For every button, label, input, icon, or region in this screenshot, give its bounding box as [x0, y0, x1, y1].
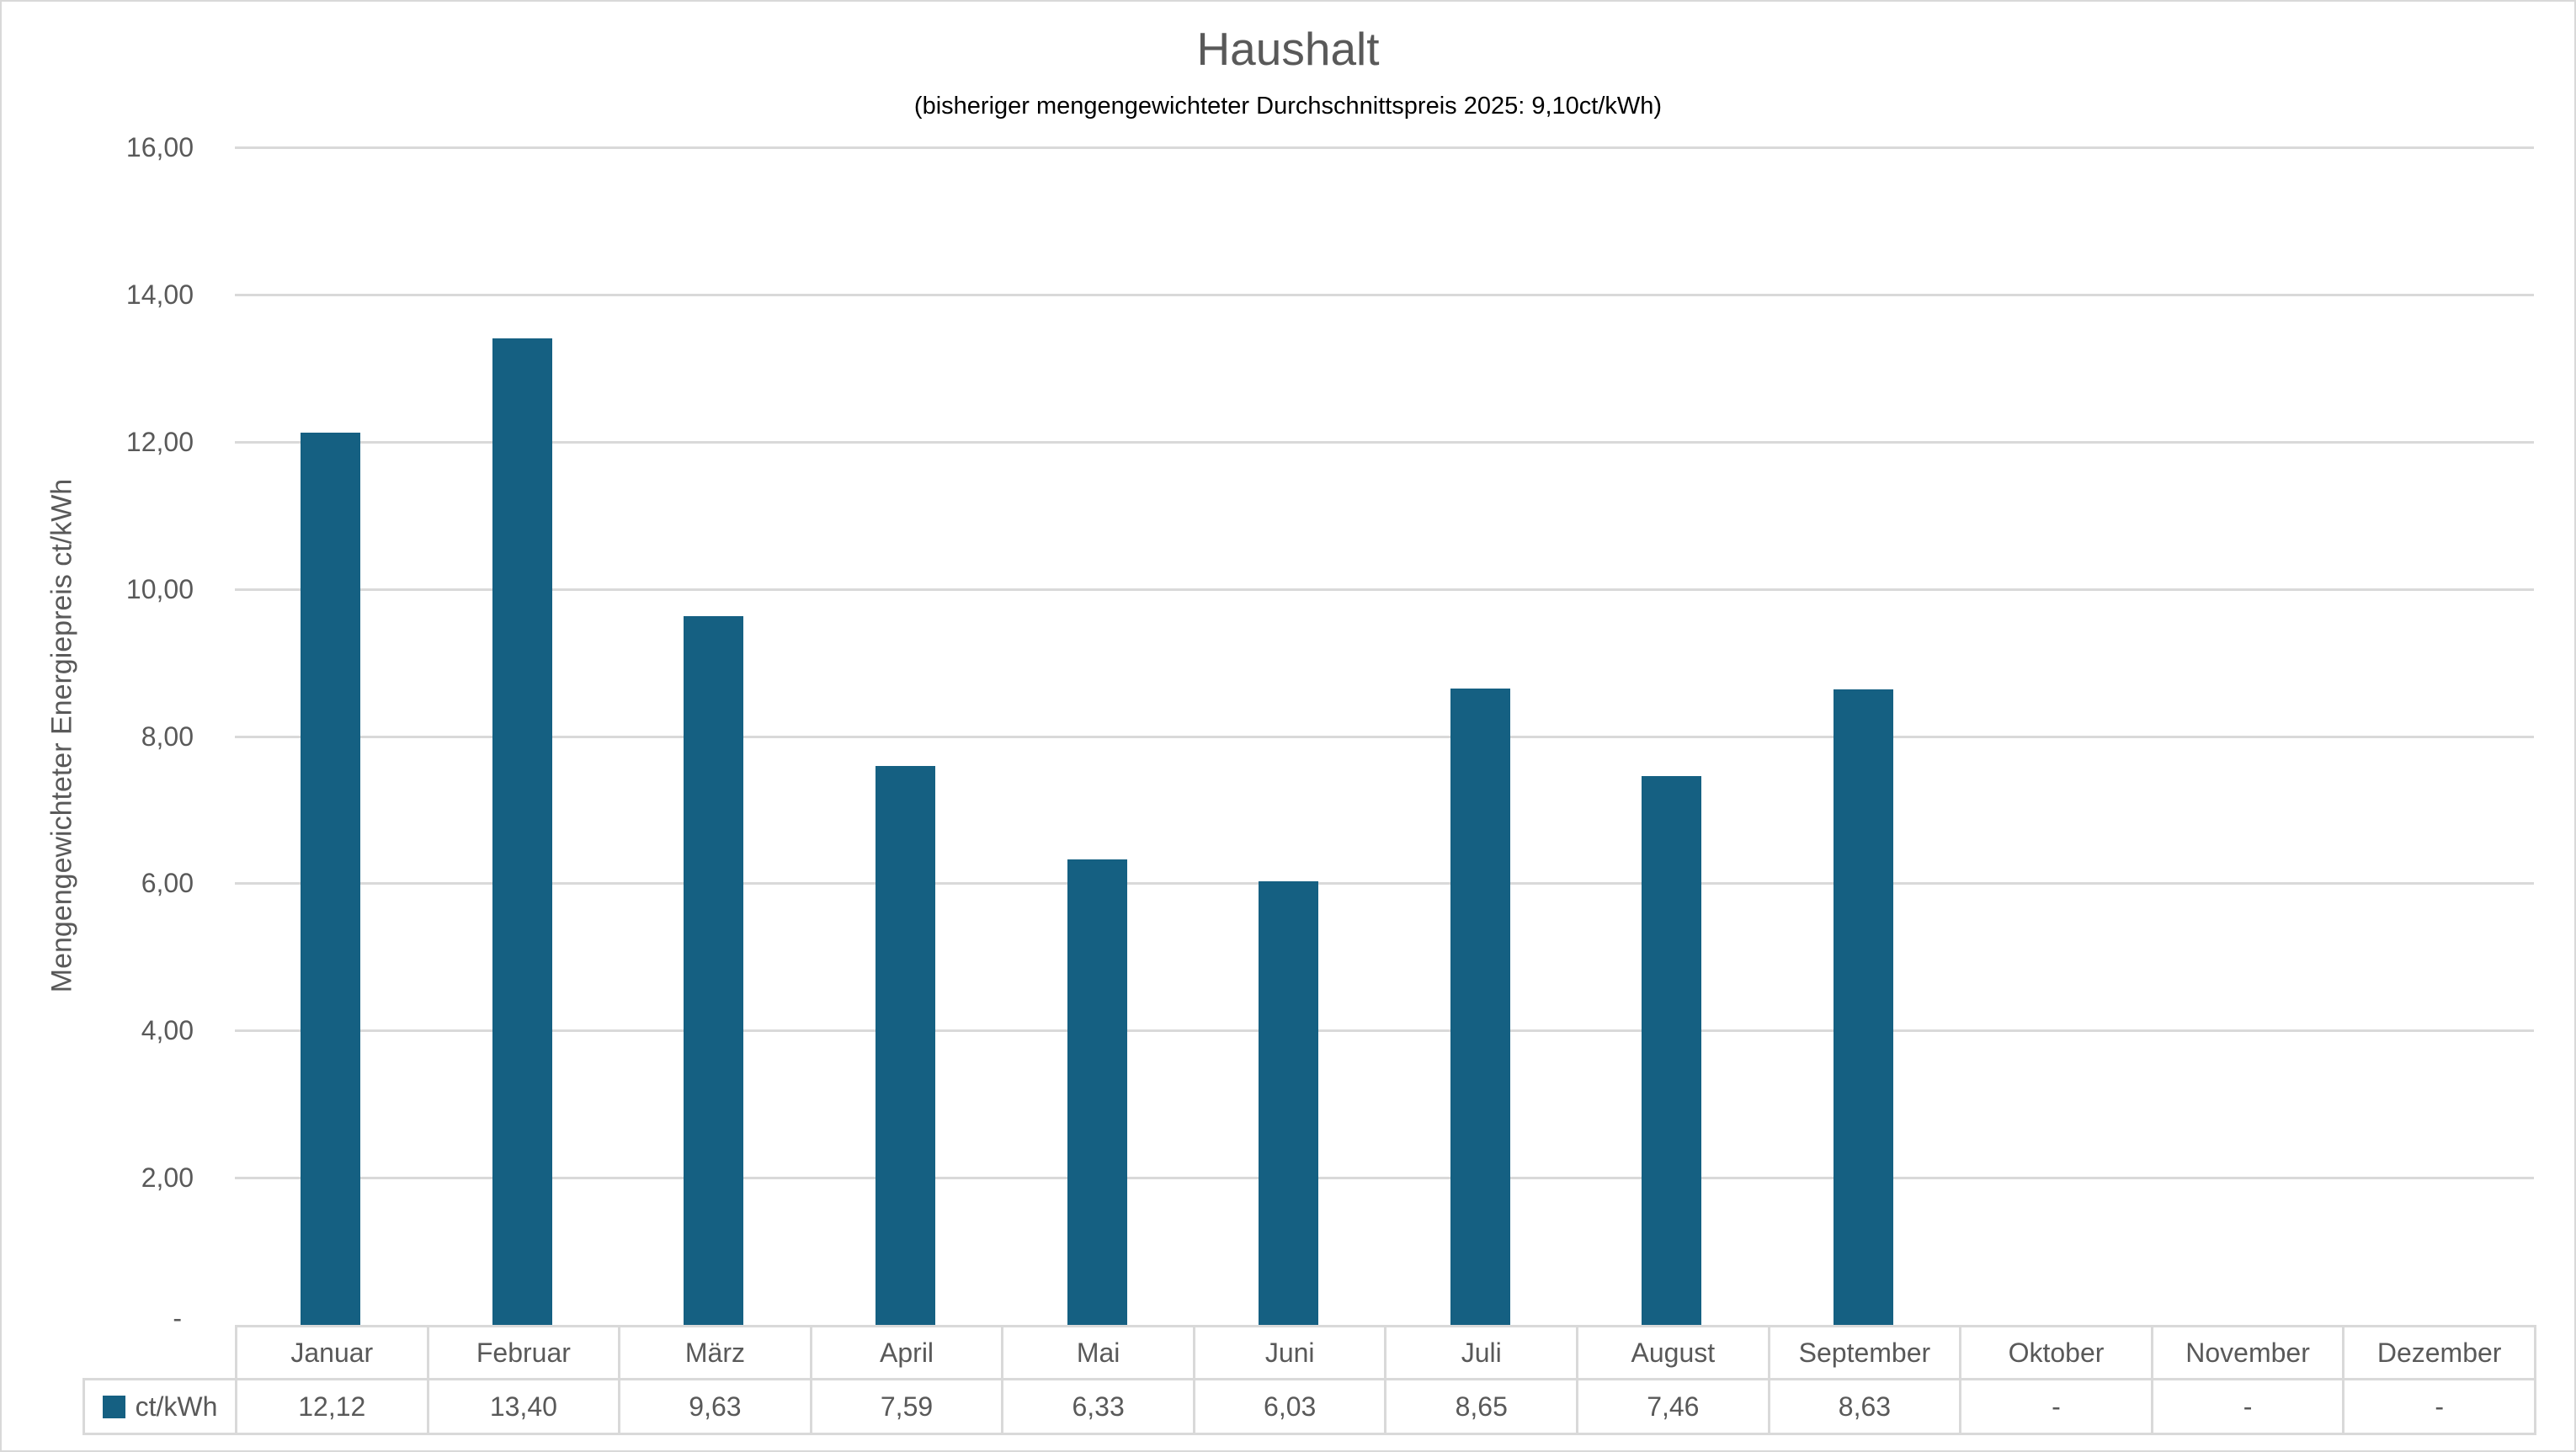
y-axis-tick-label: 8,00	[141, 721, 194, 752]
gridline	[235, 736, 2534, 738]
bar-juni	[1259, 881, 1318, 1325]
y-axis-tick-label: 14,00	[125, 279, 194, 310]
legend-swatch-icon	[102, 1395, 125, 1418]
y-axis-tick-label: 10,00	[125, 574, 194, 604]
month-header-oktober: Oktober	[1959, 1325, 2153, 1380]
table-corner-cell	[84, 1327, 237, 1380]
gridline	[235, 146, 2534, 149]
month-header-dezember: Dezember	[2342, 1325, 2536, 1380]
y-axis-tick-label: 16,00	[125, 132, 194, 162]
value-cell-november: -	[2150, 1378, 2345, 1435]
month-header-august: August	[1576, 1325, 1770, 1380]
month-header-mai: Mai	[1001, 1325, 1195, 1380]
value-cell-februar: 13,40	[426, 1378, 621, 1435]
y-axis-tick-label: 12,00	[125, 427, 194, 457]
y-axis-zero-label: -	[173, 1303, 182, 1333]
chart-title: Haushalt	[1196, 23, 1380, 75]
value-cell-märz: 9,63	[618, 1378, 812, 1435]
legend-cell: ct/kWh	[82, 1378, 237, 1435]
month-header-april: April	[809, 1325, 1004, 1380]
y-axis-tick-label: 2,00	[141, 1162, 194, 1193]
bar-juli	[1450, 689, 1510, 1325]
data-table: Januar Februar März April Mai Juni Juli August S…	[82, 1325, 2536, 1435]
bar-september	[1834, 689, 1893, 1325]
month-header-februar: Februar	[426, 1325, 621, 1380]
bar-mai	[1067, 859, 1127, 1325]
value-cell-dezember: -	[2342, 1378, 2536, 1435]
bar-januar	[301, 433, 360, 1325]
bar-märz	[684, 616, 743, 1325]
gridline	[235, 1177, 2534, 1179]
values-row: ct/kWh 12,12 13,40 9,63 7,59 6,33 6,03 8,65 7,4…	[82, 1378, 2536, 1435]
month-header-september: September	[1767, 1325, 1962, 1380]
value-cell-juli: 8,65	[1384, 1378, 1579, 1435]
value-cell-januar: 12,12	[235, 1378, 429, 1435]
month-header-märz: März	[618, 1325, 812, 1380]
chart-subtitle: (bisheriger mengengewichteter Durchschni…	[913, 93, 1663, 120]
value-cell-juni: 6,03	[1192, 1378, 1387, 1435]
value-cell-mai: 6,33	[1001, 1378, 1195, 1435]
bar-august	[1642, 776, 1701, 1325]
month-header-januar: Januar	[235, 1325, 429, 1380]
bar-april	[876, 766, 935, 1325]
gridline	[235, 294, 2534, 296]
y-axis-tick-label: 6,00	[141, 868, 194, 898]
month-header-juni: Juni	[1192, 1325, 1387, 1380]
gridline	[235, 882, 2534, 885]
gridline	[235, 588, 2534, 591]
value-cell-april: 7,59	[809, 1378, 1004, 1435]
value-cell-august: 7,46	[1576, 1378, 1770, 1435]
legend-label: ct/kWh	[135, 1391, 218, 1422]
month-header-november: November	[2150, 1325, 2345, 1380]
month-header-juli: Juli	[1384, 1325, 1579, 1380]
gridline	[235, 1029, 2534, 1032]
y-axis-tick-label: 4,00	[141, 1015, 194, 1045]
bar-februar	[492, 338, 552, 1325]
month-header-row: Januar Februar März April Mai Juni Juli August S…	[84, 1325, 2536, 1380]
value-cell-oktober: -	[1959, 1378, 2153, 1435]
value-cell-september: 8,63	[1767, 1378, 1962, 1435]
gridline	[235, 441, 2534, 444]
